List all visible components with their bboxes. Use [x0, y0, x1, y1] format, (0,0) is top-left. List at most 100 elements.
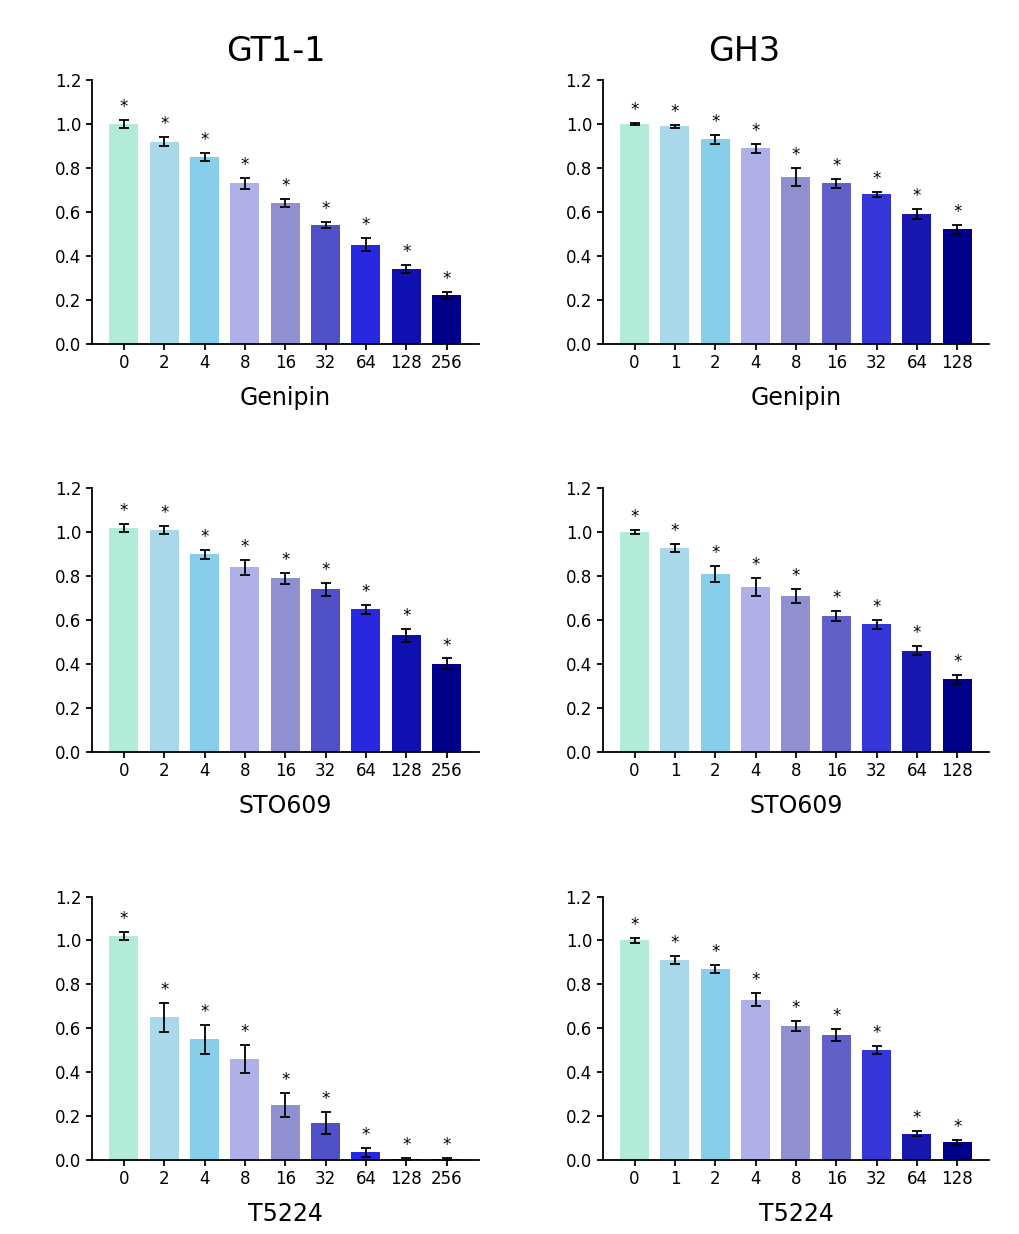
Bar	[902, 650, 930, 752]
Text: *: *	[871, 170, 880, 188]
Bar	[942, 680, 971, 752]
Bar	[741, 148, 769, 343]
Text: *: *	[912, 1109, 920, 1127]
Text: *: *	[871, 597, 880, 616]
Text: *: *	[952, 1118, 961, 1135]
Text: *: *	[119, 909, 128, 928]
Bar	[352, 610, 380, 752]
X-axis label: Genipin: Genipin	[750, 386, 841, 410]
Text: *: *	[791, 146, 799, 164]
Text: *: *	[671, 522, 679, 539]
Text: *: *	[630, 508, 638, 526]
Text: *: *	[119, 97, 128, 116]
Bar	[861, 194, 891, 343]
Bar	[270, 579, 300, 752]
Bar	[352, 1153, 380, 1160]
Bar	[700, 969, 729, 1160]
Text: *: *	[401, 607, 410, 624]
Text: *: *	[321, 200, 329, 218]
Text: *: *	[160, 503, 168, 522]
Text: *: *	[281, 176, 289, 195]
Text: *: *	[200, 1003, 209, 1021]
Text: *: *	[832, 589, 840, 607]
Bar	[659, 960, 689, 1160]
Text: *: *	[630, 101, 638, 118]
Bar	[659, 548, 689, 752]
Bar	[432, 664, 461, 752]
Bar	[311, 225, 339, 343]
Bar	[311, 1123, 339, 1160]
Bar	[230, 184, 259, 343]
Text: *: *	[442, 270, 450, 288]
Text: *: *	[671, 102, 679, 121]
Text: *: *	[321, 560, 329, 579]
Bar	[620, 940, 648, 1160]
Text: *: *	[401, 243, 410, 260]
Text: *: *	[321, 1090, 329, 1108]
Bar	[270, 1106, 300, 1160]
X-axis label: STO609: STO609	[749, 793, 842, 818]
Text: *: *	[401, 1135, 410, 1154]
X-axis label: T5224: T5224	[248, 1202, 322, 1227]
Bar	[109, 125, 139, 343]
Bar	[150, 1017, 178, 1160]
Bar	[620, 532, 648, 752]
Text: *: *	[791, 568, 799, 585]
Bar	[150, 142, 178, 343]
Text: *: *	[281, 1071, 289, 1090]
Text: GH3: GH3	[708, 35, 780, 68]
Text: *: *	[832, 1007, 840, 1024]
Bar	[432, 295, 461, 343]
Bar	[391, 269, 421, 343]
Text: *: *	[240, 155, 249, 174]
Text: *: *	[240, 538, 249, 555]
Bar	[902, 213, 930, 343]
Bar	[109, 528, 139, 752]
Bar	[861, 624, 891, 752]
Bar	[741, 587, 769, 752]
Bar	[700, 574, 729, 752]
Text: *: *	[362, 582, 370, 601]
Bar	[150, 531, 178, 752]
X-axis label: Genipin: Genipin	[239, 386, 330, 410]
Text: *: *	[200, 528, 209, 545]
Text: *: *	[751, 122, 759, 139]
Text: *: *	[710, 544, 718, 563]
Text: *: *	[952, 653, 961, 670]
Bar	[270, 204, 300, 343]
Bar	[190, 1039, 219, 1160]
Bar	[620, 125, 648, 343]
X-axis label: T5224: T5224	[758, 1202, 833, 1227]
Text: *: *	[200, 131, 209, 148]
Bar	[902, 1134, 930, 1160]
Bar	[781, 1027, 810, 1160]
Text: GT1-1: GT1-1	[225, 35, 325, 68]
Bar	[230, 1059, 259, 1160]
Text: *: *	[832, 157, 840, 175]
Text: *: *	[160, 981, 168, 1000]
Text: *: *	[630, 917, 638, 934]
Text: *: *	[240, 1023, 249, 1040]
Text: *: *	[791, 1000, 799, 1017]
Bar	[659, 126, 689, 343]
Bar	[821, 616, 850, 752]
Text: *: *	[751, 557, 759, 575]
Bar	[942, 230, 971, 343]
Bar	[109, 937, 139, 1160]
Bar	[352, 244, 380, 343]
Bar	[190, 157, 219, 343]
Bar	[861, 1050, 891, 1160]
Text: *: *	[160, 115, 168, 133]
Text: *: *	[442, 637, 450, 654]
Bar	[821, 1035, 850, 1160]
Bar	[821, 184, 850, 343]
Text: *: *	[362, 1125, 370, 1144]
Text: *: *	[912, 188, 920, 205]
Bar	[311, 590, 339, 752]
Bar	[781, 596, 810, 752]
Text: *: *	[119, 501, 128, 520]
Bar	[391, 636, 421, 752]
Text: *: *	[671, 934, 679, 953]
Text: *: *	[751, 971, 759, 990]
X-axis label: STO609: STO609	[238, 793, 331, 818]
